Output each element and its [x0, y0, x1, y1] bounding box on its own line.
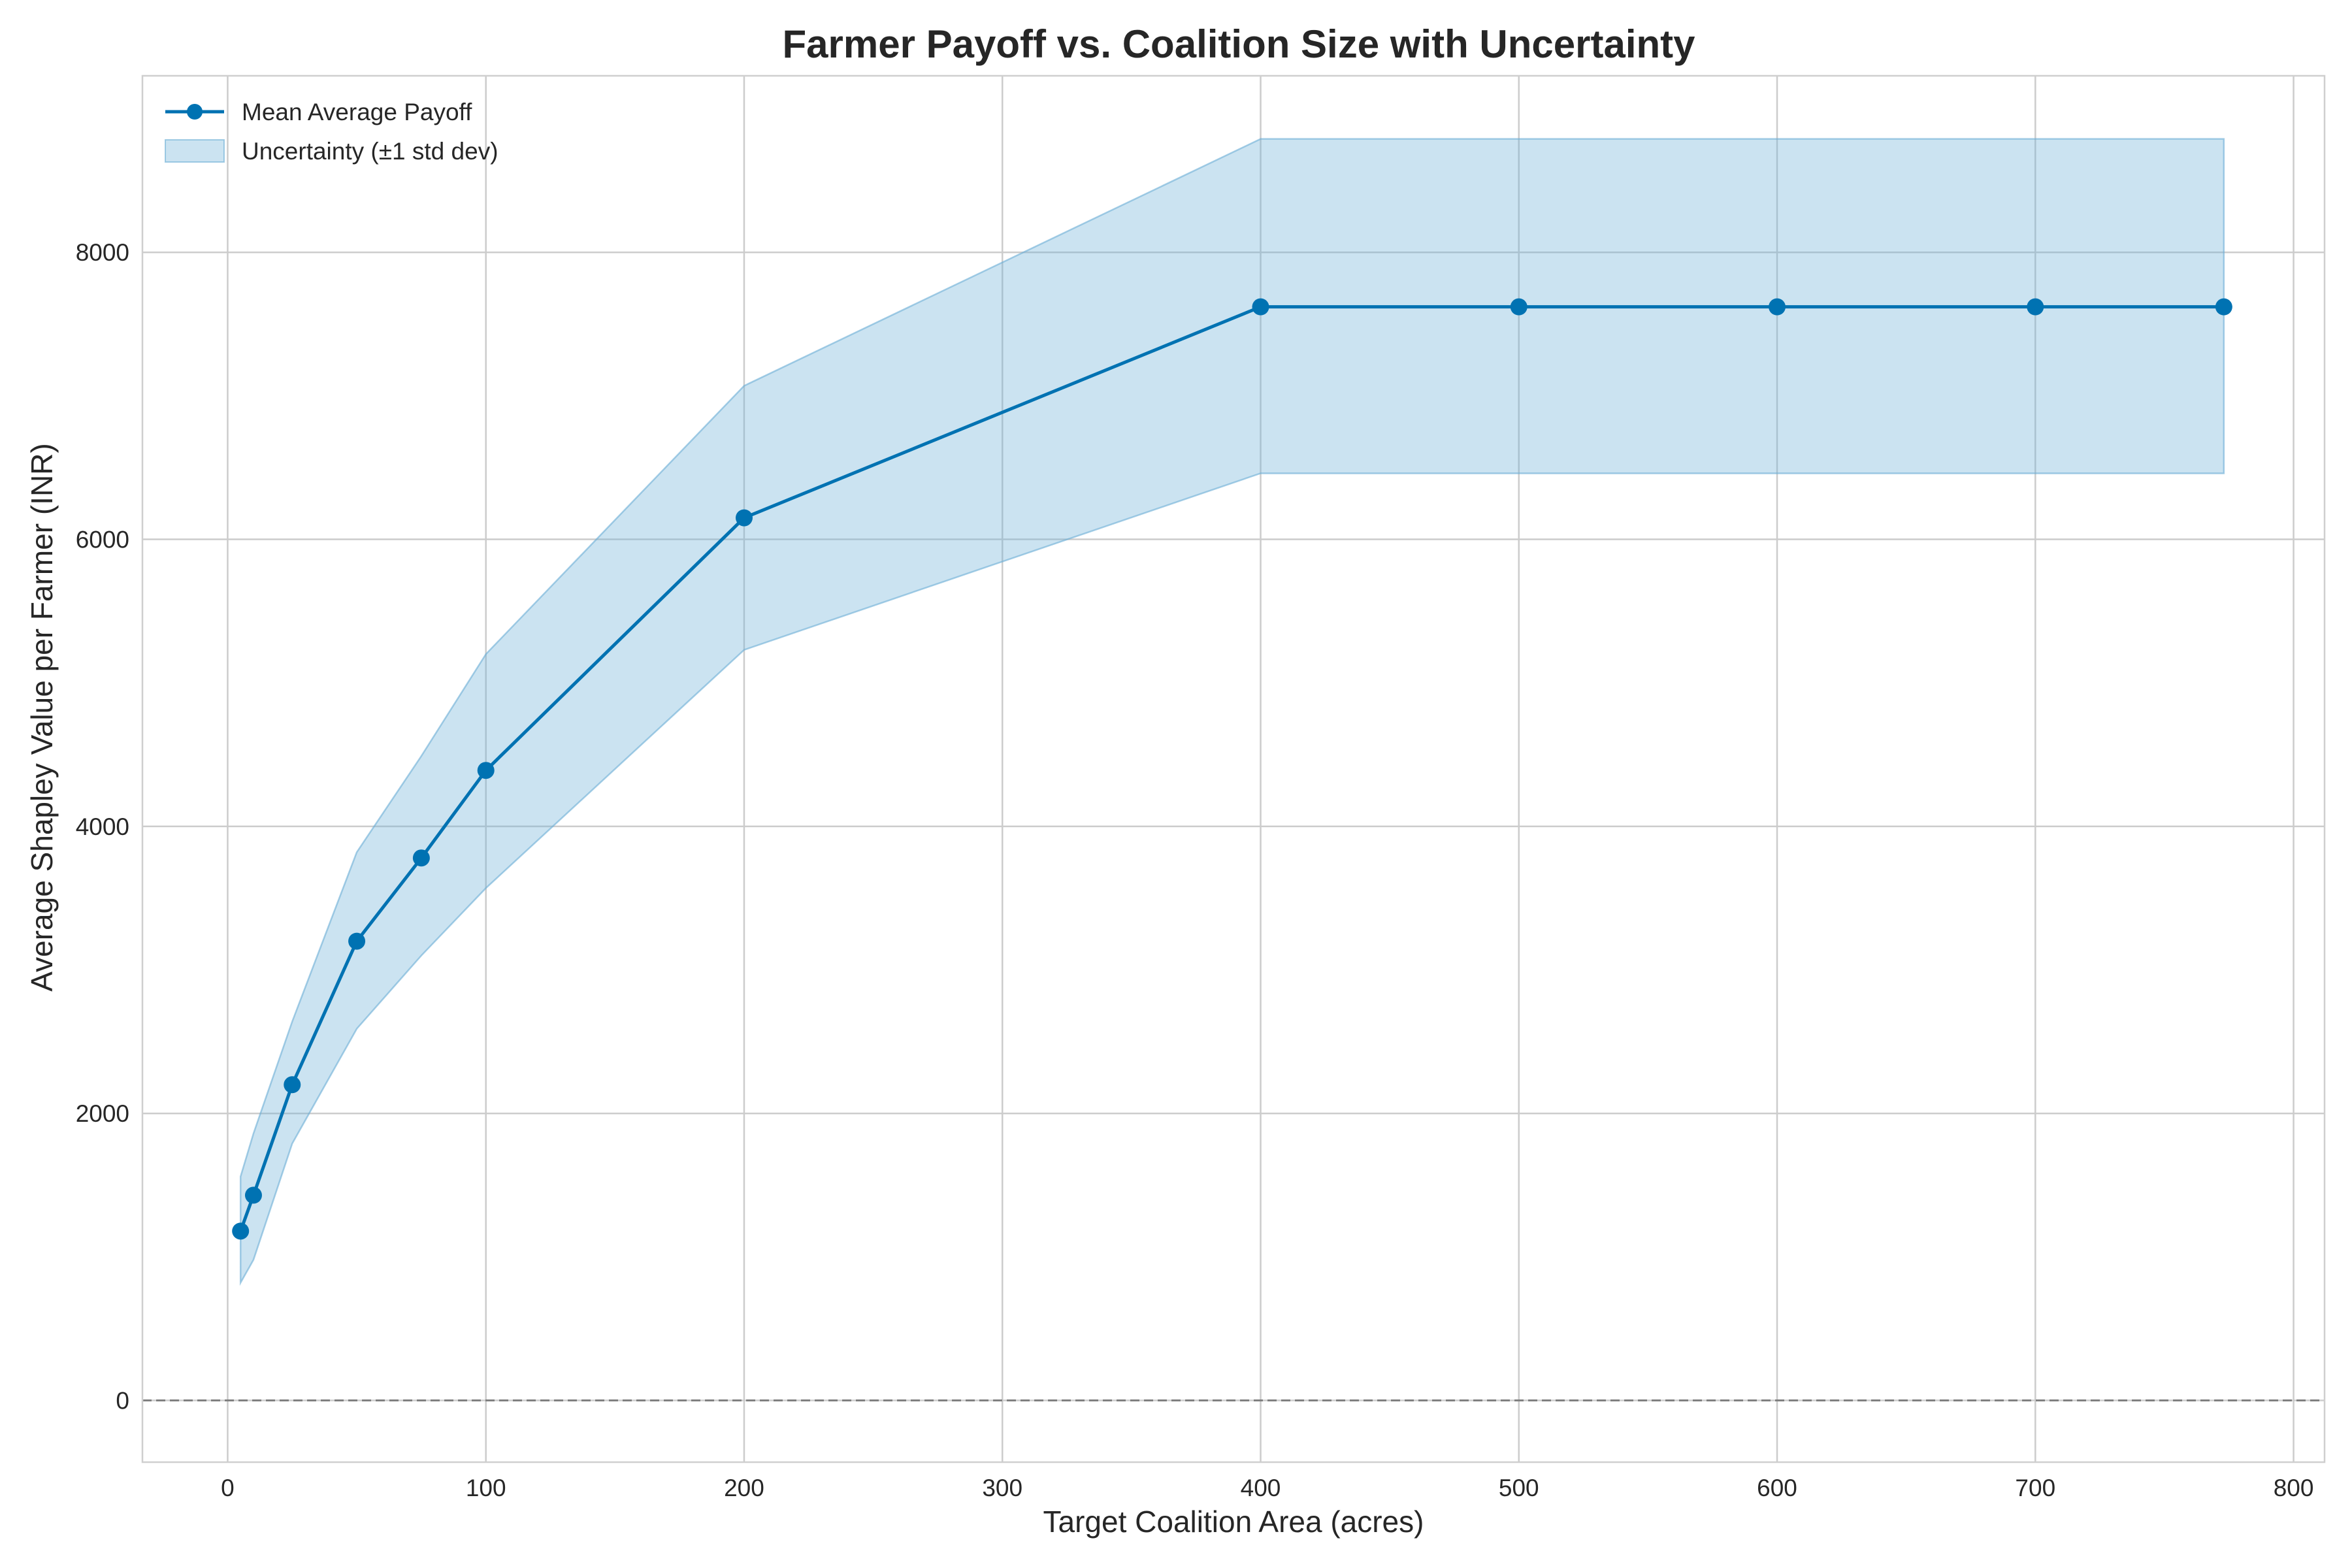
uncertainty-band-layer — [239, 138, 2225, 1286]
mean-payoff-point — [244, 1186, 262, 1204]
mean-payoff-line — [238, 305, 2224, 1232]
legend-band-swatch — [165, 139, 225, 163]
y-tick-label: 4000 — [76, 813, 129, 840]
y-tick-label: 8000 — [76, 239, 129, 266]
mean-payoff-point — [412, 849, 430, 867]
mean-payoff-point — [2215, 298, 2232, 316]
mean-payoff-point — [1252, 298, 1269, 316]
y-tick-label: 2000 — [76, 1100, 129, 1127]
x-tick-label: 300 — [982, 1475, 1022, 1501]
uncertainty-band — [239, 138, 2225, 1286]
y-tick-labels: 0 2000 4000 6000 8000 — [76, 239, 129, 1414]
x-tick-label: 200 — [724, 1475, 764, 1501]
mean-payoff-point — [1769, 298, 1786, 316]
x-tick-label: 500 — [1499, 1475, 1539, 1501]
legend-label-mean: Mean Average Payoff — [242, 99, 472, 125]
mean-payoff-point — [477, 762, 495, 779]
x-tick-label: 400 — [1241, 1475, 1281, 1501]
x-tick-label: 800 — [2274, 1475, 2314, 1501]
x-tick-labels: 0 100 200 300 400 500 600 700 800 — [221, 1475, 2313, 1501]
y-tick-label: 0 — [116, 1388, 129, 1414]
x-tick-label: 600 — [1757, 1475, 1797, 1501]
chart-title: Farmer Payoff vs. Coalition Size with Un… — [783, 22, 1696, 66]
series-layer — [232, 298, 2232, 1240]
mean-payoff-point — [348, 932, 366, 950]
legend: Mean Average Payoff Uncertainty (±1 std … — [165, 99, 498, 165]
mean-payoff-point — [284, 1076, 301, 1094]
mean-payoff-point — [232, 1222, 250, 1240]
y-axis-label: Average Shapley Value per Farmer (INR) — [25, 443, 59, 991]
x-axis-label: Target Coalition Area (acres) — [1043, 1505, 1424, 1539]
legend-label-uncertainty: Uncertainty (±1 std dev) — [242, 138, 498, 165]
x-tick-label: 0 — [221, 1475, 235, 1501]
mean-payoff-point — [1510, 298, 1527, 316]
x-tick-label: 700 — [2015, 1475, 2055, 1501]
y-tick-label: 6000 — [76, 527, 129, 553]
plot-frame — [141, 74, 2326, 1463]
mean-payoff-point — [735, 509, 753, 527]
plot-area — [141, 74, 2326, 1463]
x-tick-label: 100 — [466, 1475, 506, 1501]
legend-marker-swatch — [187, 104, 203, 120]
mean-payoff-point — [2027, 298, 2044, 316]
